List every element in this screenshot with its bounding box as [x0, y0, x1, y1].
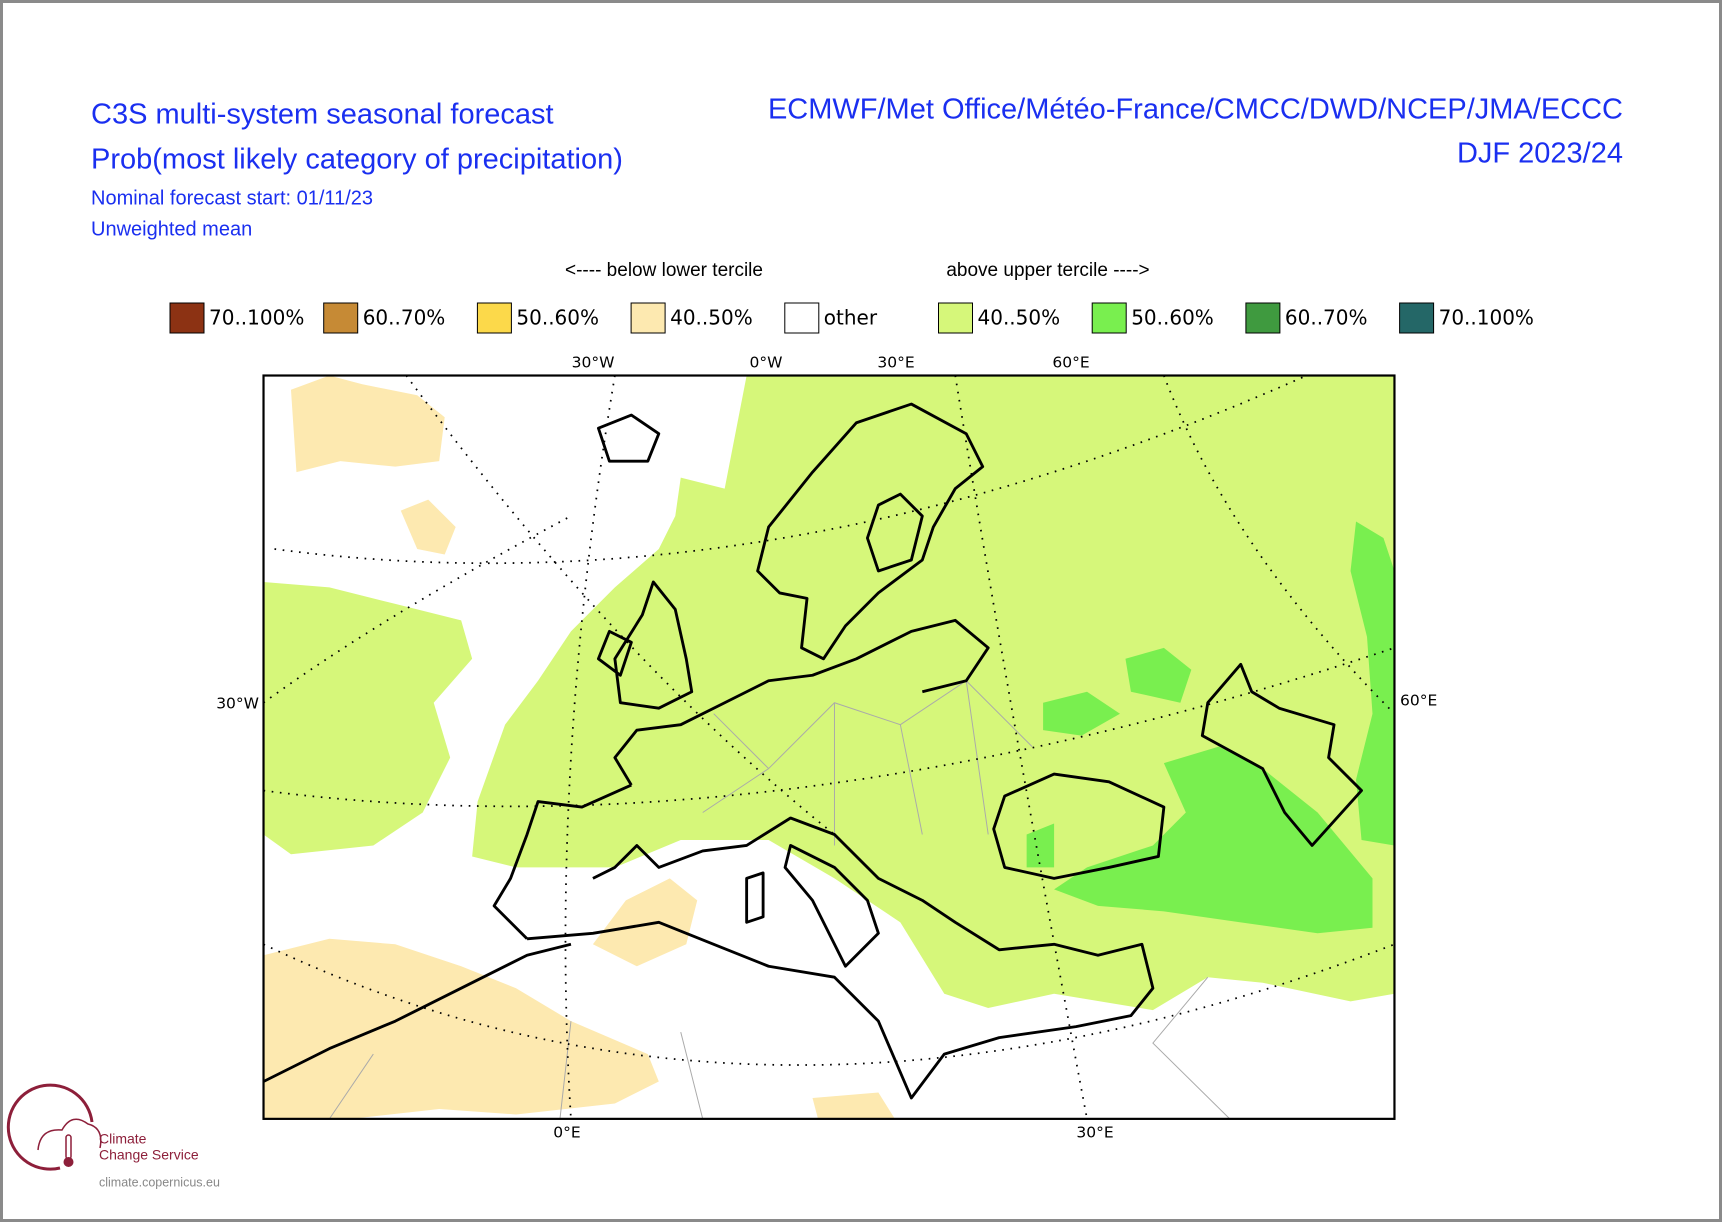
top-axis-label: 30°E [877, 354, 914, 372]
below-label: <---- below lower tercile [565, 260, 763, 281]
logo-arc [6, 1083, 94, 1171]
coastline-atlantic [492, 618, 990, 940]
right-axis-label: 60°E [1400, 692, 1437, 710]
left-axis-label: 30°W [216, 695, 259, 713]
legend-label: 70..100% [1439, 306, 1534, 330]
legend-label: other [824, 306, 878, 330]
legend-label: 60..70% [1285, 306, 1368, 330]
legend-swatch [1091, 302, 1127, 334]
logo-line1: Climate [99, 1131, 147, 1147]
above-50-patch [1043, 691, 1120, 736]
top-axis-label: 60°E [1052, 354, 1089, 372]
country-borders [328, 680, 1231, 1119]
coastline-italy [745, 844, 880, 968]
legend-swatch [938, 302, 973, 334]
forecast-start: Nominal forecast start: 01/11/23 [91, 187, 373, 209]
above-label: above upper tercile ----> [946, 260, 1149, 281]
legend-swatch [169, 302, 205, 334]
above-40-area [263, 581, 473, 855]
above-50-patch [1054, 746, 1373, 934]
legend-label: 50..60% [516, 306, 599, 330]
logo-bulb [63, 1157, 74, 1167]
coastline-iceland [596, 413, 661, 463]
legend-label: 40..50% [978, 306, 1061, 330]
logo-url: climate.copernicus.eu [99, 1175, 220, 1189]
logo-cloud [37, 1118, 102, 1151]
map-frame [262, 374, 1396, 1120]
logo-line2: Change Service [99, 1147, 199, 1163]
coastline-caspian [1200, 662, 1363, 847]
legend-label: 60..70% [363, 306, 446, 330]
legend: 70..100% 60..70% 50..60% 40..50% other 40..50… [169, 302, 1534, 334]
below-40-patch [400, 499, 456, 555]
below-40-patch [263, 938, 659, 1119]
bottom-axis-label: 30°E [1076, 1124, 1113, 1142]
legend-label: 70..100% [209, 306, 304, 330]
coastline-scandinavia [756, 402, 985, 661]
coastline-black-sea [992, 772, 1166, 880]
coastline-britain [596, 580, 694, 710]
above-50-patch [1350, 521, 1395, 846]
legend-swatch [476, 302, 512, 334]
below-40-patch [592, 878, 698, 967]
coastline-mediterranean [526, 816, 1155, 1100]
period: DJF 2023/24 [1457, 138, 1623, 170]
top-axis-label: 0°W [750, 354, 783, 372]
bottom-axis-label: 0°E [553, 1124, 580, 1142]
map-content [263, 375, 1395, 1119]
above-50-patch [1026, 823, 1055, 868]
legend-swatch [630, 302, 666, 334]
legend-swatch [1399, 302, 1435, 334]
coastline-africa [263, 942, 572, 1083]
subtitle: Prob(most likely category of precipitati… [91, 144, 623, 176]
map [262, 374, 1396, 1120]
below-40-patch [290, 375, 445, 473]
method: Unweighted mean [91, 218, 252, 240]
legend-label: 50..60% [1131, 306, 1214, 330]
legend-swatch [784, 302, 820, 334]
above-50-patch [1125, 647, 1192, 703]
graticule [263, 375, 1395, 1119]
logo: Climate Change Service climate.copernicu… [6, 1083, 220, 1189]
title: C3S multi-system seasonal forecast [91, 99, 554, 131]
legend-swatch [1245, 302, 1281, 334]
top-axis-label: 30°W [572, 354, 615, 372]
legend-label: 40..50% [670, 306, 753, 330]
below-40-patch [812, 1092, 895, 1119]
systems: ECMWF/Met Office/Météo-France/CMCC/DWD/N… [768, 94, 1623, 126]
legend-swatch [323, 302, 359, 334]
